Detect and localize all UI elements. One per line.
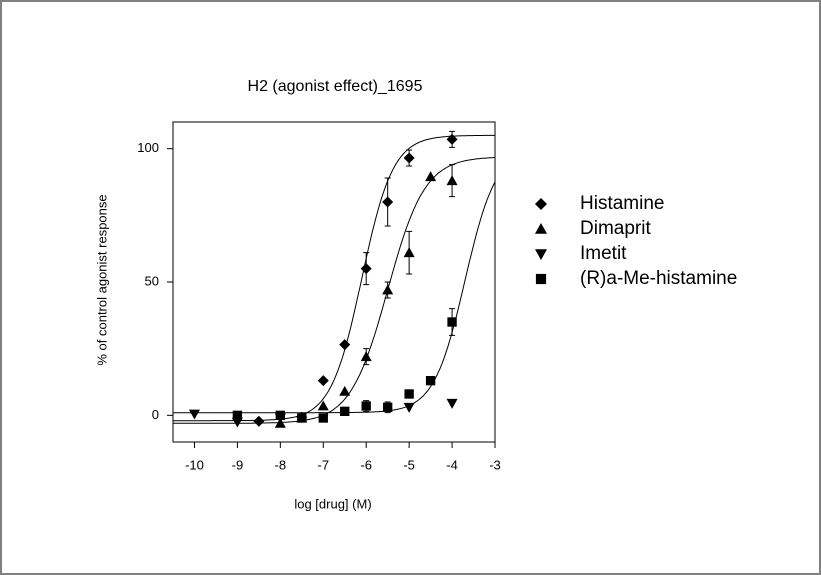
marker [382,196,394,208]
marker [446,175,458,186]
marker [403,152,415,164]
marker [339,339,351,351]
legend-label: (R)a-Me-histamine [580,268,737,289]
marker [535,223,547,234]
marker [360,351,372,362]
legend-label: Dimaprit [580,218,651,239]
marker [275,410,286,421]
marker [382,402,393,413]
marker [382,284,394,295]
marker [318,413,328,423]
chart-title: H2 (agonist effect)_1695 [248,78,423,95]
x-tick-label: -3 [489,457,501,472]
x-tick-label: -8 [275,457,287,472]
y-tick-label: 100 [137,140,159,155]
x-tick-label: -10 [185,457,204,472]
legend-label: Imetit [580,243,627,264]
marker [317,400,329,411]
marker [535,198,547,210]
marker [403,247,415,258]
marker [188,409,200,420]
marker [317,375,329,387]
marker [339,385,351,396]
fit-curve [173,181,496,414]
marker [297,413,307,423]
marker [446,133,458,145]
marker [446,398,458,409]
fit-curve [173,157,496,424]
marker [447,317,457,327]
marker [425,375,436,386]
marker [231,417,243,428]
marker [360,263,372,275]
x-tick-label: -4 [446,457,458,472]
legend-label: Histamine [580,193,664,214]
marker [253,415,265,427]
marker [404,389,414,399]
marker [425,171,437,182]
x-tick-label: -6 [360,457,372,472]
x-axis-label: log [drug] (M) [294,496,371,511]
y-tick-label: 0 [152,407,159,422]
y-axis-label: % of control agonist response [94,194,109,365]
marker [535,273,547,285]
x-tick-label: -5 [403,457,415,472]
y-tick-label: 50 [145,273,159,288]
fit-curve [173,134,495,422]
marker [361,401,371,411]
x-tick-label: -9 [232,457,244,472]
marker [232,410,243,421]
marker [535,249,547,260]
marker [403,402,415,413]
x-tick-label: -7 [317,457,329,472]
marker [340,406,350,417]
